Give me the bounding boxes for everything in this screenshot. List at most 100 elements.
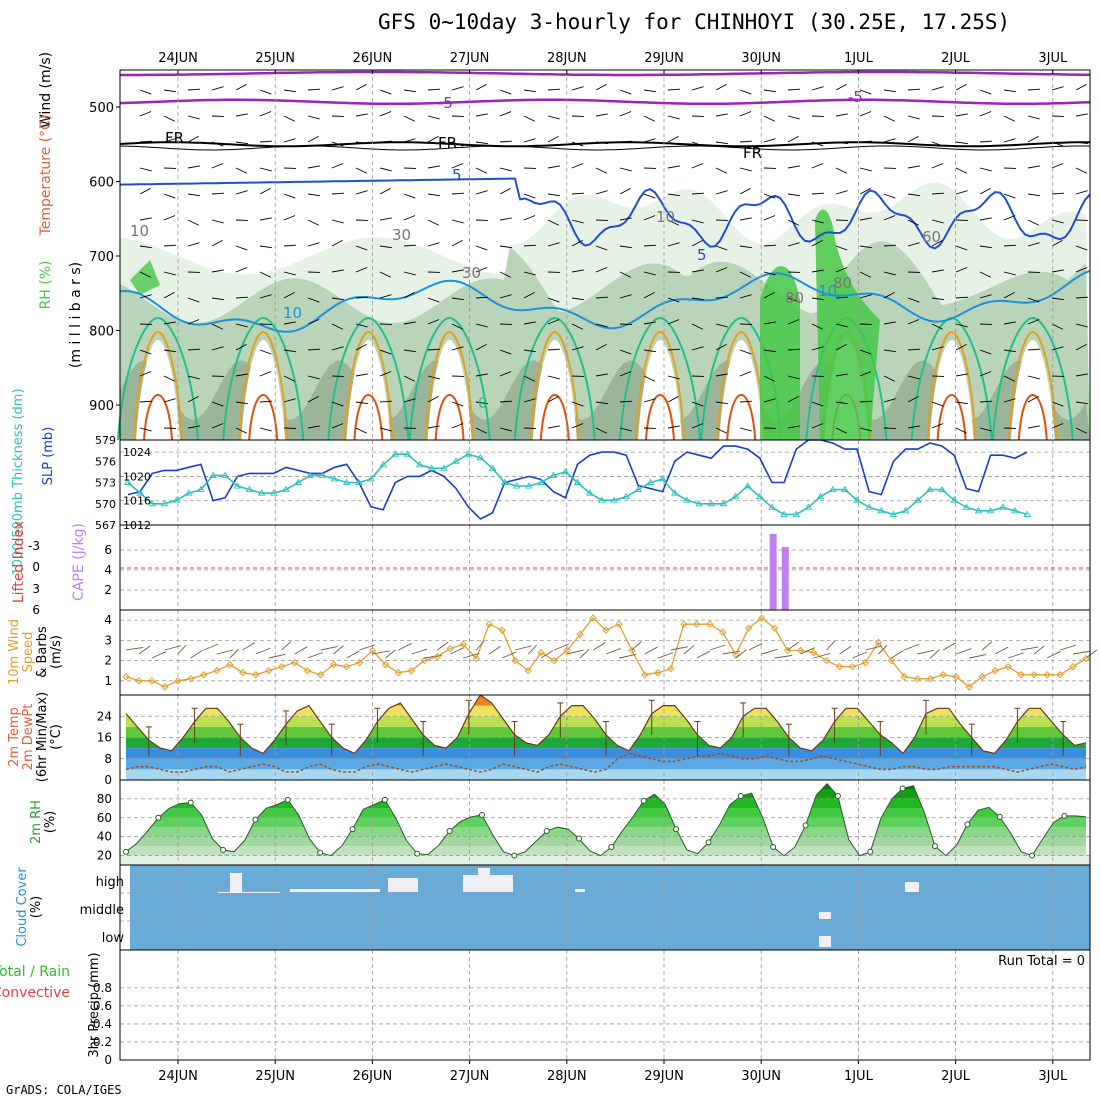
wind-barb [715,401,728,405]
cape-li-ylabel: Lifted Index CAPE (J/kg) [11,521,87,603]
wind-speed-marker [316,671,325,679]
wind-barb [667,115,680,120]
wind-barb [811,219,824,224]
wind-barb-10m [943,642,957,651]
wind-barb [523,244,537,247]
rh-tick-label: 80 [97,792,112,806]
wind-barb [355,343,367,351]
wind-barb [259,187,271,195]
wind-barb [619,271,631,278]
wind-barb [1051,423,1064,429]
wind-barb-10m [294,646,308,655]
wind-barb [667,425,680,429]
wind-barb [619,371,632,377]
temp-band [126,705,1086,717]
wind-barb [211,141,224,147]
wind-barb [739,89,752,95]
wind-barb [907,319,920,325]
wind-speed-marker [874,638,883,647]
wind-barb [811,141,824,147]
wind-barb [955,267,968,273]
wind-barb [1075,141,1088,145]
wind-barb [211,192,225,195]
wind-barb [691,346,704,351]
wind-barb [979,217,992,221]
rh-marker [414,850,421,857]
wind-speed-marker [200,671,208,679]
thickness-marker [184,489,193,496]
wind-barb [907,395,919,403]
wind-barb-10m [1021,646,1039,651]
wind-barb [331,323,343,330]
wind-barb [931,239,943,247]
wind-barb [307,395,319,403]
thickness-marker [245,485,254,493]
wind-barb [1075,401,1088,405]
axis-label-line: (°C) [49,724,64,750]
wind-barb [811,346,824,351]
wind-barb [523,291,535,299]
wind-barb [931,323,943,330]
thickness-marker [634,485,643,493]
wind-barb-10m [151,651,167,659]
wind-barb [571,219,584,224]
wind-barb [787,319,800,325]
thickness-marker [427,464,436,471]
wind-speed-marker [381,660,390,669]
wind-barb [715,296,729,299]
wind-tick-label: 1 [104,674,112,688]
wind-barb [1075,296,1089,299]
contour-label: 5 [452,166,462,184]
wind-barb [451,219,464,224]
wind-speed-marker [135,677,143,685]
wind-barb [715,267,728,273]
thickness-marker [233,482,242,489]
bottom-date-label: 2JUL [941,1069,971,1084]
wind-barb [259,400,273,403]
wind-barb [1027,219,1039,226]
wind-speed-marker [628,646,636,655]
wind-barb [235,141,248,145]
wind-barb [955,323,968,328]
wind-barb [955,245,968,251]
wind-barb [931,346,944,351]
wind-barb [427,115,440,120]
wind-speed-marker [446,644,455,653]
wind-speed-marker [719,628,727,636]
wind-barb [1051,297,1064,301]
wind-barb [691,163,704,169]
wind-barb [667,375,680,380]
wind-barb [715,141,728,145]
wind-barb [283,375,295,382]
wind-barb [691,192,705,195]
wind-barb [283,291,295,299]
contour-label: 0 [478,394,488,412]
wind-barb [355,373,368,377]
wind-barb [547,375,560,380]
thickness-marker [792,510,801,517]
wind-speed-marker [187,675,195,683]
slp-thickness-ylabel: 1000-500mb Thickness (dm) SLP (mb) [11,388,56,575]
cape-tick-label: 2 [104,583,112,597]
wind-barb [667,319,680,325]
wind-barb [427,319,440,325]
wind-barb [979,187,991,195]
wind-barb [307,425,320,429]
wind-barb [499,400,513,403]
wind-barb [1027,165,1040,169]
wind-barb [187,425,200,429]
wind-speed-marker [174,677,182,685]
wind-barb [259,111,272,117]
wind-barb [475,427,487,434]
thickness-marker [537,478,545,485]
top-date-label: 26JUN [353,51,393,66]
wind-barb [835,373,848,377]
wind-barb [979,427,992,432]
thickness-marker [986,506,995,514]
wind-barb [787,297,800,303]
wind-barb [235,343,247,351]
wind-barb-10m [865,645,883,651]
wind-barb [139,271,151,278]
wind-barb [187,219,199,226]
wind-barb [355,113,368,117]
